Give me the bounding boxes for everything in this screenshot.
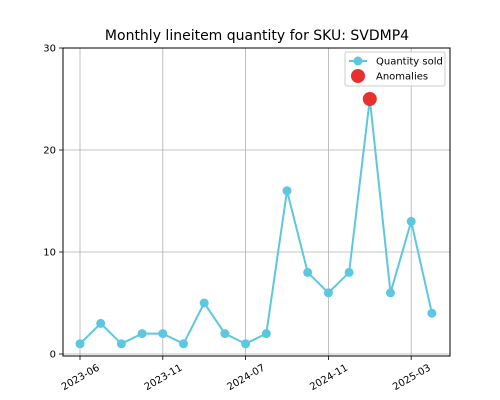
y-tick-label: 30 xyxy=(43,44,56,55)
series-layer xyxy=(75,92,437,349)
y-tick-label: 0 xyxy=(50,350,56,361)
y-tick-label: 20 xyxy=(43,146,56,157)
data-point xyxy=(282,186,292,196)
legend: Quantity sold Anomalies xyxy=(344,51,446,87)
legend-box xyxy=(344,51,446,87)
y-tick-label: 10 xyxy=(43,248,56,259)
data-point xyxy=(199,298,209,308)
data-point xyxy=(75,339,85,349)
legend-swatch-anomaly xyxy=(351,69,365,83)
data-point xyxy=(427,308,437,318)
data-point xyxy=(303,267,313,277)
data-point xyxy=(406,216,416,226)
data-point xyxy=(220,329,230,339)
legend-label-anomalies: Anomalies xyxy=(376,72,428,83)
legend-label-quantity-sold: Quantity sold xyxy=(376,57,443,68)
data-point xyxy=(261,329,271,339)
data-point xyxy=(344,267,354,277)
data-point xyxy=(158,329,168,339)
data-point xyxy=(137,329,147,339)
data-point xyxy=(241,339,251,349)
chart-title: Monthly lineitem quantity for SKU: SVDMP… xyxy=(105,28,409,44)
legend-swatch-marker xyxy=(353,56,363,66)
data-point xyxy=(96,318,106,328)
data-point xyxy=(116,339,126,349)
data-point xyxy=(179,339,188,349)
anomaly-point xyxy=(362,92,377,106)
data-point xyxy=(323,288,333,298)
plot-frame xyxy=(62,47,451,357)
data-point xyxy=(386,288,395,298)
